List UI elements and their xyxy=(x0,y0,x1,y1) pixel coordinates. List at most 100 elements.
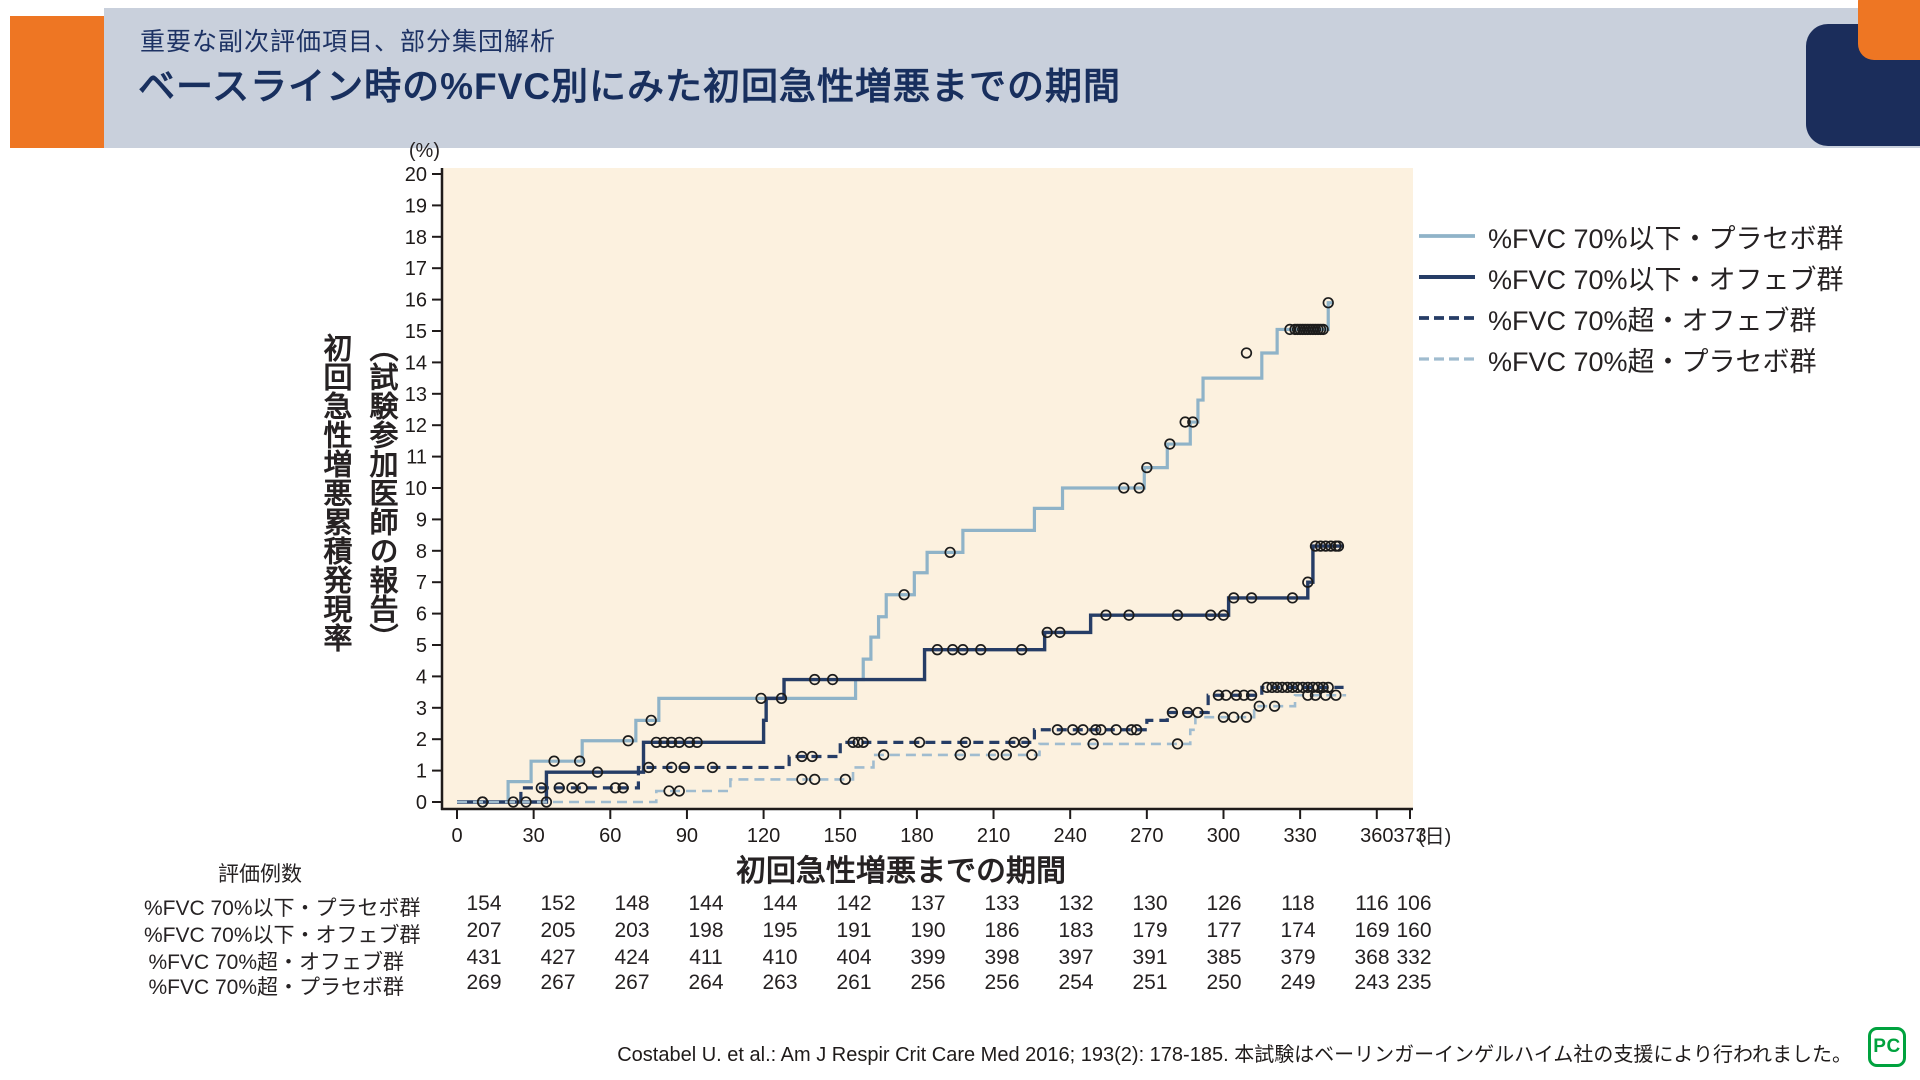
x-axis-unit: (日) xyxy=(1418,826,1452,848)
x-tick-label: 30 xyxy=(523,825,545,847)
y-tick-label: 7 xyxy=(416,572,427,594)
censor-mark xyxy=(1317,681,1329,694)
censor-mark xyxy=(1118,482,1130,494)
censor-mark xyxy=(520,796,532,808)
censor-mark xyxy=(1041,626,1053,639)
y-tick-label: 16 xyxy=(405,290,427,312)
curve-%FVC 70%以下・オフェブ群 xyxy=(457,544,1344,804)
curve-%FVC 70%超・オフェブ群 xyxy=(457,685,1344,804)
censor-mark xyxy=(476,796,489,808)
legend-line-sample xyxy=(1419,357,1475,361)
x-tick-label: 360 xyxy=(1360,825,1393,847)
censor-mark xyxy=(1000,749,1012,761)
censor-mark xyxy=(1123,609,1135,621)
censor-mark xyxy=(1125,724,1138,736)
risk-value: 269 xyxy=(466,971,502,994)
y-tick-label: 12 xyxy=(405,415,427,437)
censor-mark xyxy=(898,589,910,601)
risk-value: 261 xyxy=(836,971,872,994)
censor-mark xyxy=(1141,461,1153,474)
risk-value: 174 xyxy=(1280,919,1316,942)
x-tick-label: 90 xyxy=(676,825,698,847)
censor-mark xyxy=(573,755,586,767)
censor-mark xyxy=(1228,592,1240,604)
legend-line-sample xyxy=(1419,275,1475,279)
censor-mark xyxy=(1015,644,1028,656)
risk-value: 249 xyxy=(1280,971,1316,994)
risk-row-label: %FVC 70%超・プラセボ群 xyxy=(148,976,404,999)
censor-mark xyxy=(1166,706,1179,719)
risk-value: 397 xyxy=(1058,946,1094,969)
censor-mark xyxy=(673,785,685,797)
legend-item: %FVC 70%以下・プラセボ群 xyxy=(1418,222,1844,254)
legend-item: %FVC 70%以下・オフェブ群 xyxy=(1418,263,1844,295)
risk-value: 391 xyxy=(1132,946,1168,969)
censor-mark xyxy=(1087,738,1099,750)
risk-row-label: %FVC 70%以下・プラセボ群 xyxy=(144,897,421,920)
risk-value: 179 xyxy=(1132,919,1168,942)
risk-value: 427 xyxy=(540,946,576,969)
risk-value: 160 xyxy=(1396,919,1432,942)
censor-mark xyxy=(987,749,1000,761)
censor-mark xyxy=(650,736,662,748)
censor-mark xyxy=(622,735,634,747)
risk-value: 267 xyxy=(540,971,576,994)
legend-label: %FVC 70%超・プラセボ群 xyxy=(1488,346,1817,377)
risk-value: 399 xyxy=(910,946,946,969)
censor-mark xyxy=(609,782,622,794)
risk-value: 144 xyxy=(762,892,798,915)
censor-mark xyxy=(1133,482,1145,494)
censor-mark xyxy=(548,755,560,767)
risk-value: 126 xyxy=(1206,892,1242,915)
risk-value: 154 xyxy=(466,892,502,915)
y-tick-label: 11 xyxy=(406,447,427,469)
censor-mark xyxy=(852,736,864,748)
header-kicker: 重要な副次評価項目、部分集団解析 xyxy=(140,28,557,56)
censor-mark xyxy=(1179,416,1191,428)
censor-mark xyxy=(1054,626,1066,639)
y-tick-label: 1 xyxy=(416,761,427,783)
censor-mark xyxy=(642,761,655,774)
censor-mark xyxy=(1095,724,1107,736)
censor-mark xyxy=(931,644,943,656)
censor-mark xyxy=(553,782,565,794)
risk-value: 385 xyxy=(1206,946,1242,969)
x-tick-label: 0 xyxy=(451,825,462,847)
censor-mark xyxy=(1090,724,1102,736)
risk-value: 148 xyxy=(614,892,650,915)
censor-mark xyxy=(1325,540,1337,552)
censor-mark xyxy=(1100,609,1112,621)
y-tick-label: 15 xyxy=(405,321,427,343)
risk-table-caption: 評価例数 xyxy=(218,863,302,886)
y-tick-label: 10 xyxy=(405,478,427,500)
risk-value: 256 xyxy=(984,971,1020,994)
censor-mark xyxy=(913,736,926,748)
risk-value: 191 xyxy=(836,919,872,942)
y-tick-label: 9 xyxy=(416,509,427,531)
legend-item: %FVC 70%超・プラセボ群 xyxy=(1418,345,1844,377)
y-tick-label: 3 xyxy=(416,698,427,720)
risk-value: 424 xyxy=(614,946,650,969)
curve-%FVC 70%以下・プラセボ群 xyxy=(457,301,1334,804)
censor-mark xyxy=(645,714,657,727)
risk-value: 332 xyxy=(1396,946,1432,969)
risk-value: 152 xyxy=(540,892,576,915)
y-tick-label: 20 xyxy=(405,164,427,186)
censor-mark xyxy=(706,761,719,774)
risk-value: 250 xyxy=(1206,971,1242,994)
y-tick-label: 6 xyxy=(416,604,427,626)
risk-value: 198 xyxy=(688,919,724,942)
risk-value: 264 xyxy=(688,971,724,994)
risk-value: 235 xyxy=(1396,971,1432,994)
y-axis-title-line2: （試験参加医師の報告） xyxy=(365,332,397,652)
censor-mark xyxy=(775,692,788,705)
censor-mark xyxy=(957,644,969,656)
risk-value: 254 xyxy=(1058,971,1094,994)
y-tick-label: 2 xyxy=(416,729,427,751)
y-tick-label: 19 xyxy=(405,195,427,217)
y-axis-title: 初回急性増悪累積発現率 （試験参加医師の報告） xyxy=(312,272,416,712)
plot-area xyxy=(441,168,1413,810)
x-tick-label: 270 xyxy=(1130,825,1163,847)
citation-text: Costabel U. et al.: Am J Respir Crit Car… xyxy=(617,1044,1852,1066)
